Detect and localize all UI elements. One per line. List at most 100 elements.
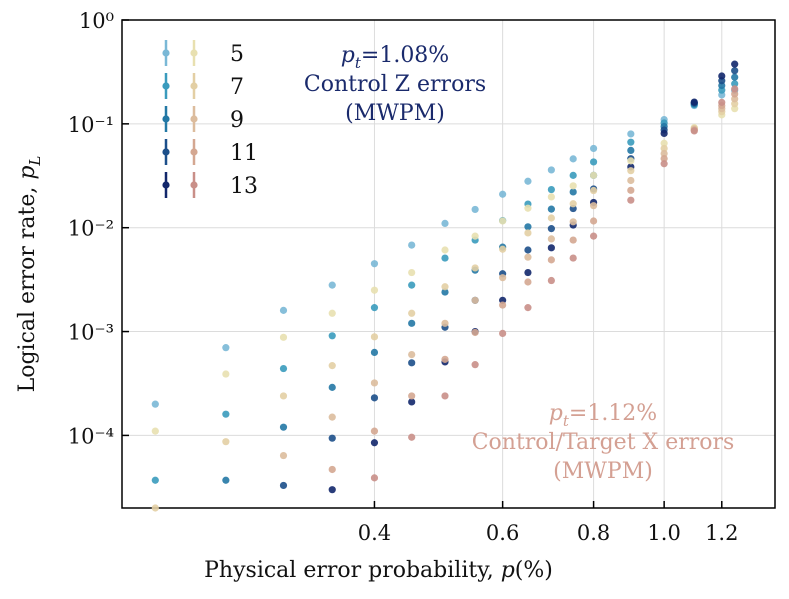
data-point	[499, 245, 507, 253]
data-point	[441, 246, 449, 254]
data-point	[731, 90, 739, 98]
data-point	[569, 188, 577, 196]
data-point	[222, 438, 230, 446]
data-point	[408, 433, 416, 441]
data-point	[499, 217, 507, 225]
data-point	[370, 304, 379, 312]
data-point	[471, 264, 479, 272]
y-tick-label: 10⁻²	[68, 217, 114, 241]
data-point	[589, 202, 598, 210]
data-point	[524, 268, 532, 277]
y-axis-label: Logical error rate, pL	[15, 156, 44, 393]
data-point	[660, 154, 668, 163]
data-point	[731, 73, 739, 81]
annotation-line: Control/Target X errors	[472, 430, 735, 455]
data-point	[547, 276, 555, 285]
data-point	[589, 186, 598, 195]
data-point	[471, 328, 479, 337]
data-point	[627, 146, 635, 155]
data-point	[328, 486, 336, 494]
data-point	[441, 219, 449, 228]
data-point	[690, 98, 698, 106]
data-point	[589, 232, 598, 240]
data-point	[690, 127, 698, 135]
data-point	[370, 348, 379, 356]
data-point	[547, 225, 555, 233]
data-point	[370, 379, 379, 387]
data-point	[524, 223, 532, 231]
x-axis-label: Physical error probability, p(%)	[204, 558, 553, 583]
data-point	[279, 392, 288, 400]
legend-marker	[162, 148, 170, 156]
annotation-line: (MWPM)	[553, 459, 653, 484]
legend-label: 5	[230, 42, 244, 67]
data-point	[569, 236, 577, 244]
data-point	[370, 286, 379, 294]
data-point	[279, 333, 288, 341]
legend-marker	[162, 82, 170, 90]
data-point	[471, 361, 479, 369]
y-tick-label: 10⁰	[79, 9, 114, 33]
data-point	[408, 392, 416, 400]
data-point	[328, 309, 336, 317]
data-point	[441, 319, 449, 327]
data-point	[408, 350, 416, 359]
data-point	[547, 235, 555, 243]
data-point	[328, 362, 336, 370]
data-point	[547, 244, 555, 252]
data-point	[547, 185, 555, 194]
data-point	[408, 359, 416, 367]
data-point	[151, 504, 159, 512]
y-label-text: Logical error rate,	[15, 180, 40, 393]
legend-marker	[190, 148, 198, 156]
data-point	[441, 392, 449, 400]
data-point	[222, 344, 230, 352]
data-point	[547, 256, 555, 264]
annotation: pt=1.12%	[549, 401, 657, 430]
data-point	[524, 229, 532, 237]
data-point	[589, 144, 598, 153]
data-point	[328, 281, 336, 289]
x-label-unit: (%)	[515, 558, 553, 583]
data-point	[731, 85, 739, 93]
y-label-subscript: L	[26, 156, 44, 167]
data-point	[524, 304, 532, 312]
x-label-symbol: p	[501, 558, 515, 583]
data-point	[441, 254, 449, 262]
annotation-line: Control Z errors	[304, 72, 486, 97]
data-point	[589, 171, 598, 179]
legend-label: 11	[230, 141, 258, 166]
data-point	[627, 157, 635, 165]
annotation-symbol: p	[549, 401, 563, 426]
data-point	[569, 254, 577, 262]
annotation-subscript: t	[355, 54, 362, 72]
data-point	[627, 186, 635, 194]
data-point	[731, 60, 739, 68]
x-tick-label: 1.0	[647, 521, 680, 545]
data-point	[279, 481, 288, 490]
data-point	[660, 139, 668, 147]
legend-marker	[162, 181, 170, 189]
x-tick-label: 1.2	[705, 521, 738, 545]
data-point	[627, 196, 635, 204]
data-point	[328, 465, 336, 474]
data-point	[589, 158, 598, 166]
data-point	[660, 144, 668, 153]
data-point	[660, 129, 668, 138]
legend-label: 9	[230, 108, 244, 133]
data-point	[731, 80, 739, 88]
data-point	[499, 301, 507, 309]
x-tick-label: 0.6	[486, 521, 519, 545]
data-point	[441, 283, 449, 291]
annotation-subscript: t	[563, 412, 570, 430]
data-point	[328, 413, 336, 421]
data-point	[471, 296, 479, 304]
data-point	[627, 130, 635, 138]
data-point	[408, 281, 416, 289]
data-point	[279, 451, 288, 460]
data-point	[279, 306, 288, 314]
legend-marker	[190, 181, 198, 189]
data-point	[718, 98, 726, 106]
data-point	[627, 138, 635, 146]
data-point	[328, 383, 336, 391]
